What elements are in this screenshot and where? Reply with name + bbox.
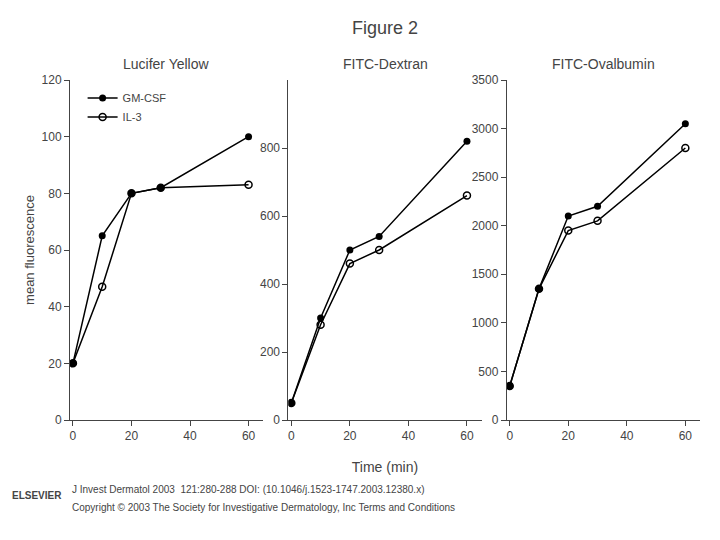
- svg-text:0: 0: [506, 429, 513, 443]
- svg-text:Lucifer Yellow: Lucifer Yellow: [123, 56, 210, 72]
- svg-text:80: 80: [48, 187, 62, 201]
- svg-text:500: 500: [478, 365, 498, 379]
- svg-text:2500: 2500: [472, 170, 499, 184]
- svg-text:40: 40: [620, 429, 634, 443]
- svg-text:800: 800: [260, 141, 280, 155]
- svg-text:600: 600: [260, 209, 280, 223]
- svg-text:0: 0: [55, 413, 62, 427]
- svg-text:GM-CSF: GM-CSF: [123, 92, 167, 104]
- svg-text:60: 60: [460, 429, 474, 443]
- svg-text:60: 60: [48, 243, 62, 257]
- svg-text:100: 100: [42, 130, 62, 144]
- svg-text:Copyright © 2003 The Society f: Copyright © 2003 The Society for Investi…: [72, 502, 455, 513]
- svg-text:Figure 2: Figure 2: [352, 18, 418, 38]
- svg-text:40: 40: [402, 429, 416, 443]
- svg-text:40: 40: [48, 300, 62, 314]
- svg-text:FITC-Dextran: FITC-Dextran: [343, 56, 428, 72]
- svg-text:3500: 3500: [472, 73, 499, 87]
- svg-text:J Invest Dermatol 2003 121:28: J Invest Dermatol 2003 121:280-288 DOI: …: [72, 484, 424, 495]
- svg-text:IL-3: IL-3: [123, 111, 142, 123]
- svg-text:60: 60: [242, 429, 256, 443]
- svg-text:20: 20: [343, 429, 357, 443]
- svg-text:20: 20: [48, 357, 62, 371]
- svg-text:1000: 1000: [472, 316, 499, 330]
- svg-text:20: 20: [125, 429, 139, 443]
- svg-text:2000: 2000: [472, 219, 499, 233]
- svg-text:FITC-Ovalbumin: FITC-Ovalbumin: [552, 56, 655, 72]
- svg-text:400: 400: [260, 277, 280, 291]
- svg-text:0: 0: [273, 413, 280, 427]
- svg-text:0: 0: [288, 429, 295, 443]
- svg-text:20: 20: [562, 429, 576, 443]
- svg-text:Time (min): Time (min): [352, 459, 418, 475]
- svg-text:0: 0: [70, 429, 77, 443]
- svg-text:mean fluorescence: mean fluorescence: [22, 195, 37, 305]
- svg-text:0: 0: [492, 413, 499, 427]
- svg-text:200: 200: [260, 345, 280, 359]
- svg-text:120: 120: [42, 73, 62, 87]
- svg-text:40: 40: [183, 429, 197, 443]
- svg-text:60: 60: [679, 429, 693, 443]
- svg-text:ELSEVIER: ELSEVIER: [12, 490, 62, 501]
- svg-text:3000: 3000: [472, 122, 499, 136]
- svg-text:1500: 1500: [472, 267, 499, 281]
